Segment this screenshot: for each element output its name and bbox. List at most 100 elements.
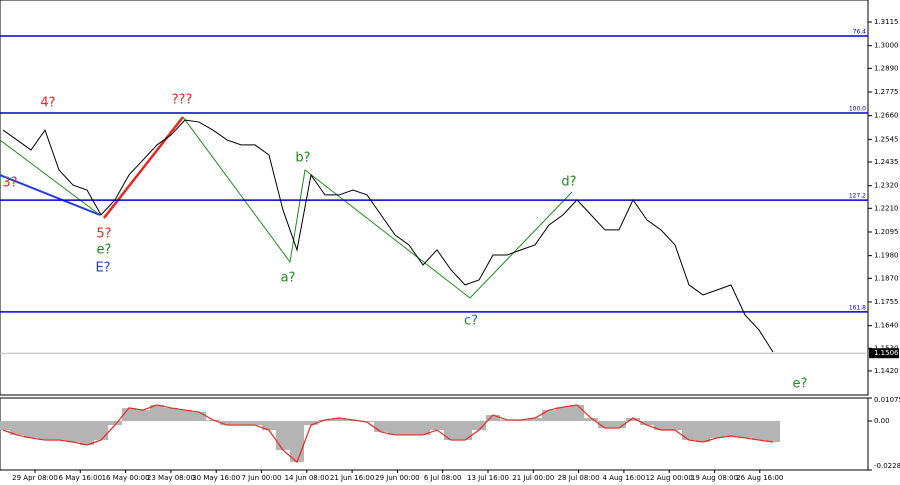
last-price-label: 1.1506 [874, 349, 899, 357]
oscillator-bar [38, 421, 52, 441]
wave-label: 3? [2, 176, 17, 191]
oscillator-bar [66, 421, 80, 442]
y-tick-label: 1.1980 [874, 252, 899, 260]
oscillator-bar [486, 415, 500, 422]
oscillator-bar [598, 421, 612, 429]
x-tick-label: 13 Jul 16:00 [467, 474, 509, 482]
oscillator-bar [472, 421, 486, 430]
y-tick-label: 1.2210 [874, 204, 899, 212]
oscillator-bar [696, 421, 710, 442]
wave-label: d? [561, 175, 576, 190]
oscillator-bar [752, 421, 766, 441]
oscillator-bar [220, 421, 234, 426]
oscillator-bar [276, 421, 290, 451]
oscillator-bar [640, 421, 654, 426]
oscillator-bar [108, 421, 122, 426]
wave-label: E? [95, 261, 110, 276]
wave-line [0, 139, 101, 216]
oscillator-bar [262, 421, 276, 430]
wave-label: a? [281, 271, 296, 286]
x-tick-label: 26 Aug 16:00 [736, 474, 783, 482]
y-tick-label: 1.2095 [874, 228, 899, 236]
wave-label: c? [464, 314, 478, 329]
oscillator-bar [290, 421, 304, 463]
oscillator-bar [416, 421, 430, 435]
wave-label: 4? [40, 96, 55, 111]
y-tick-label: 1.2435 [874, 158, 899, 166]
oscillator-bar [710, 421, 724, 438]
x-tick-label: 16 May 00:00 [102, 474, 150, 482]
oscillator-bar [24, 421, 38, 438]
y-tick-label: 1.1640 [874, 322, 899, 330]
y-tick-label: 1.2660 [874, 112, 899, 120]
oscillator-bar [150, 404, 164, 422]
oscillator-bar [178, 410, 192, 422]
oscillator-bar [304, 421, 318, 426]
oscillator-bar [10, 421, 24, 435]
wave-label: b? [295, 151, 310, 166]
x-tick-label: 12 Aug 00:00 [646, 474, 693, 482]
oscillator-bar [724, 421, 738, 436]
oscillator-bar [0, 421, 10, 430]
fib-level-label: 127.2 [849, 193, 866, 200]
x-tick-label: 28 Jul 08:00 [558, 474, 600, 482]
wave-line [182, 116, 573, 299]
y-tick-label: 1.3115 [874, 18, 899, 26]
x-tick-label: 23 May 08:00 [147, 474, 195, 482]
y-tick-label: 1.1755 [874, 298, 899, 306]
oscillator-bar [556, 407, 570, 422]
oscillator-bar [570, 404, 584, 422]
y-tick-label: -0.02289 [874, 462, 900, 470]
last-price-box [869, 348, 899, 359]
wave-lines [0, 116, 573, 299]
wave-line [0, 174, 101, 216]
y-tick-label: 1.3000 [874, 42, 899, 50]
x-tick-label: 4 Aug 16:00 [603, 474, 646, 482]
price-line [2, 119, 774, 353]
oscillator-bar [626, 418, 640, 422]
oscillator-bar [374, 421, 388, 432]
wave-label: e? [793, 377, 808, 392]
x-tick-label: 21 Jun 16:00 [330, 474, 374, 482]
oscillator-bar [164, 407, 178, 422]
oscillator-bar [444, 421, 458, 441]
oscillator-bar [738, 421, 752, 438]
x-tick-label: 19 Aug 08:00 [691, 474, 738, 482]
wave-label: e? [97, 243, 112, 258]
oscillator-bar [122, 407, 136, 422]
y-tick-label: 0.00 [874, 417, 890, 425]
oscillator-bar [80, 421, 94, 445]
y-tick-label: 1.1420 [874, 367, 899, 375]
oscillator-bar [430, 421, 444, 430]
x-tick-label: 21 Jul 00:00 [512, 474, 554, 482]
y-tick-label: 1.2545 [874, 135, 899, 143]
oscillator-bar [192, 412, 206, 422]
oscillator-bar [654, 421, 668, 430]
x-tick-label: 14 Jun 08:00 [285, 474, 329, 482]
x-tick-label: 6 May 16:00 [59, 474, 103, 482]
oscillator-bar [94, 421, 108, 441]
x-tick-label: 29 Apr 08:00 [12, 474, 58, 482]
fib-level-label: 100.0 [849, 106, 866, 113]
oscillator-bar [402, 421, 416, 435]
oscillator-bar [682, 421, 696, 441]
wave-label: 5? [96, 227, 111, 242]
y-tick-label: 1.2775 [874, 88, 899, 96]
y-tick-label: 1.1870 [874, 274, 899, 282]
x-tick-label: 7 Jun 00:00 [241, 474, 281, 482]
oscillator-bar [234, 421, 248, 426]
signal-line [2, 404, 774, 464]
oscillator-bar [584, 418, 598, 422]
oscillator-bar [528, 418, 542, 422]
x-tick-label: 6 Jul 08:00 [424, 474, 462, 482]
x-tick-label: 29 Jun 00:00 [375, 474, 419, 482]
oscillator-bar [612, 421, 626, 429]
oscillator-bar [766, 421, 780, 442]
oscillator-bar [458, 421, 472, 441]
y-tick-label: 1.2320 [874, 182, 899, 190]
y-tick-label: 0.01075 [874, 396, 900, 404]
main-panel [0, 0, 869, 396]
y-tick-label: 1.2890 [874, 64, 899, 72]
oscillator-bar [332, 418, 346, 422]
oscillator-bar [136, 410, 150, 422]
